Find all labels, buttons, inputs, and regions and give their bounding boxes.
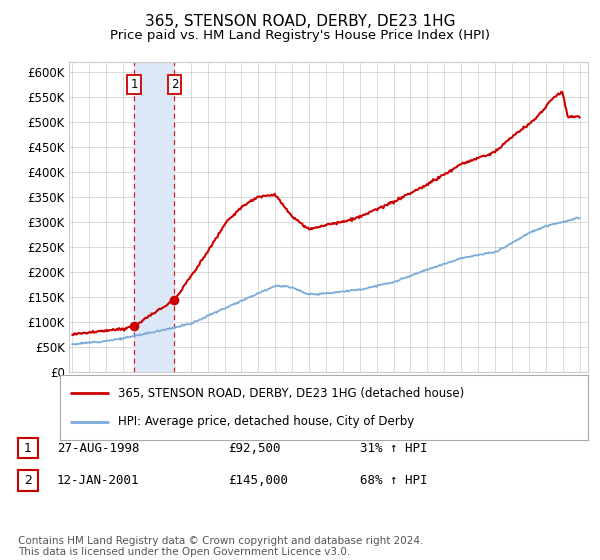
- Text: Contains HM Land Registry data © Crown copyright and database right 2024.
This d: Contains HM Land Registry data © Crown c…: [18, 535, 424, 557]
- Text: 365, STENSON ROAD, DERBY, DE23 1HG (detached house): 365, STENSON ROAD, DERBY, DE23 1HG (deta…: [118, 387, 464, 400]
- Text: 1: 1: [24, 441, 32, 455]
- Text: 31% ↑ HPI: 31% ↑ HPI: [360, 441, 427, 455]
- Text: £145,000: £145,000: [228, 474, 288, 487]
- Text: 2: 2: [171, 78, 178, 91]
- Text: 365, STENSON ROAD, DERBY, DE23 1HG: 365, STENSON ROAD, DERBY, DE23 1HG: [145, 14, 455, 29]
- Text: £92,500: £92,500: [228, 441, 281, 455]
- Text: HPI: Average price, detached house, City of Derby: HPI: Average price, detached house, City…: [118, 415, 415, 428]
- Text: 68% ↑ HPI: 68% ↑ HPI: [360, 474, 427, 487]
- Text: Price paid vs. HM Land Registry's House Price Index (HPI): Price paid vs. HM Land Registry's House …: [110, 29, 490, 42]
- Text: 1: 1: [130, 78, 138, 91]
- Text: 12-JAN-2001: 12-JAN-2001: [57, 474, 139, 487]
- Text: 27-AUG-1998: 27-AUG-1998: [57, 441, 139, 455]
- Text: 2: 2: [24, 474, 32, 487]
- Bar: [134, 62, 175, 372]
